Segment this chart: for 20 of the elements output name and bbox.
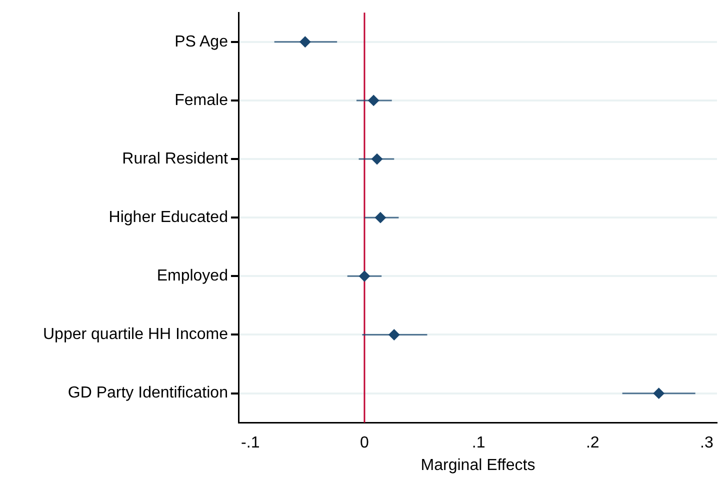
- point: [388, 329, 400, 340]
- x-tick-label: .2: [586, 434, 600, 452]
- y-tick-label: Upper quartile HH Income: [43, 326, 228, 344]
- x-tick-label: .1: [472, 434, 486, 452]
- y-tick-label: Female: [174, 92, 228, 109]
- y-tick-label: GD Party Identification: [68, 384, 228, 402]
- point: [372, 154, 383, 165]
- point: [374, 212, 386, 224]
- x-tick-label: .3: [700, 434, 714, 452]
- point: [300, 36, 311, 48]
- x-tick-label: -.1: [241, 434, 260, 452]
- y-tick-label: Employed: [156, 268, 228, 285]
- point: [653, 388, 664, 399]
- x-axis-title: Marginal Effects: [420, 456, 536, 474]
- y-tick-label: Higher Educated: [108, 209, 228, 226]
- x-tick-label: 0: [360, 434, 370, 452]
- point: [358, 270, 370, 282]
- y-tick-label: PS Age: [174, 33, 228, 50]
- y-tick-label: Rural Resident: [122, 150, 229, 168]
- point: [368, 94, 380, 106]
